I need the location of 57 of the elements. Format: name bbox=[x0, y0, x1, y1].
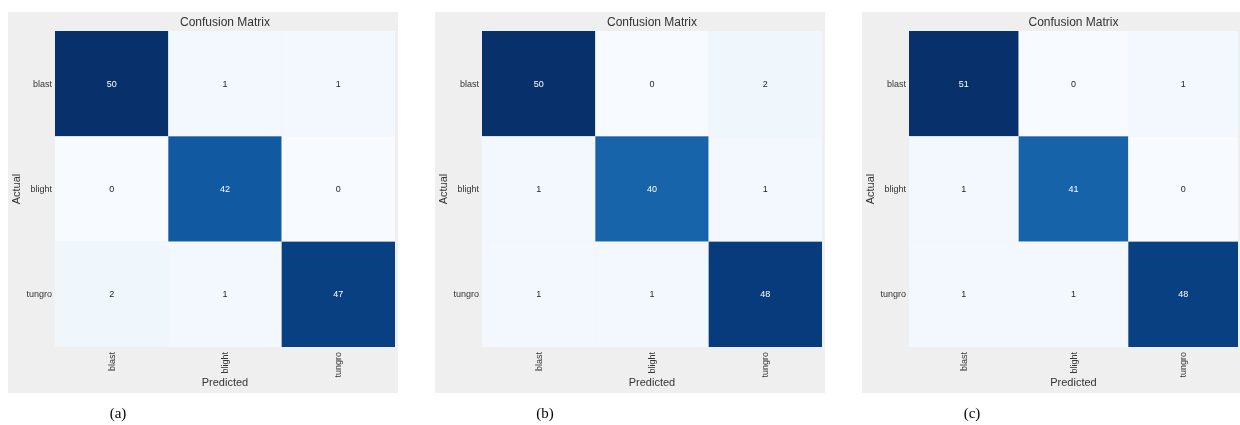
data-label: 0 bbox=[335, 184, 341, 195]
y-axis-title: Actual bbox=[10, 173, 22, 205]
data-label: 1 bbox=[536, 289, 542, 300]
x-tick-label: tungro bbox=[333, 352, 344, 378]
text: (b) bbox=[536, 405, 554, 422]
y-tick-label: blight bbox=[457, 184, 480, 195]
chart-title: Confusion Matrix bbox=[606, 15, 698, 29]
x-axis-title: Predicted bbox=[628, 376, 676, 388]
data-label: 0 bbox=[109, 184, 115, 195]
y-tick-label: blast bbox=[886, 78, 907, 89]
x-tick-label: blight bbox=[220, 351, 231, 374]
data-label: 48 bbox=[1178, 289, 1189, 300]
data-label: 1 bbox=[222, 78, 228, 89]
data-label: 1 bbox=[762, 184, 768, 195]
data-label: 1 bbox=[222, 289, 228, 300]
x-tick-label: blight bbox=[647, 351, 658, 374]
data-label: 50 bbox=[106, 78, 117, 89]
data-label: 2 bbox=[109, 289, 115, 300]
y-tick-label: blast bbox=[459, 78, 480, 89]
y-tick-label: tungro bbox=[880, 289, 906, 300]
data-label: 42 bbox=[219, 184, 231, 195]
data-label: 40 bbox=[646, 184, 658, 195]
data-label: 1 bbox=[649, 289, 655, 300]
data-label: 1 bbox=[536, 184, 542, 195]
data-label: 41 bbox=[1068, 184, 1079, 195]
data-label: 2 bbox=[762, 78, 768, 89]
x-tick-label: tungro bbox=[1178, 352, 1189, 378]
text: (a) bbox=[109, 405, 127, 422]
data-label: 48 bbox=[760, 289, 771, 300]
data-label: 0 bbox=[1070, 78, 1077, 89]
data-label: 1 bbox=[961, 184, 967, 195]
data-label: 50 bbox=[533, 78, 544, 89]
y-tick-label: tungro bbox=[26, 289, 52, 300]
data-label: 47 bbox=[333, 289, 344, 300]
data-label: 1 bbox=[961, 289, 967, 300]
x-tick-label: blight bbox=[1068, 351, 1079, 374]
x-tick-label: blast bbox=[533, 351, 544, 372]
data-label: 1 bbox=[335, 78, 341, 89]
y-axis-title: Actual bbox=[437, 173, 449, 205]
data-label: 1 bbox=[1070, 289, 1077, 300]
x-tick-label: tungro bbox=[760, 352, 771, 378]
x-tick-label: blast bbox=[106, 351, 117, 372]
chart-title: Confusion Matrix bbox=[179, 15, 271, 29]
chart-title: Confusion Matrix bbox=[1028, 15, 1119, 29]
y-axis-title: Actual bbox=[864, 173, 876, 205]
y-tick-label: blight bbox=[884, 184, 907, 195]
y-tick-label: blast bbox=[32, 78, 53, 89]
y-tick-label: blight bbox=[30, 184, 53, 195]
data-label: 1 bbox=[1180, 78, 1186, 89]
data-label: 0 bbox=[649, 78, 655, 89]
data-label: 51 bbox=[958, 78, 969, 89]
data-label: 0 bbox=[1180, 184, 1186, 195]
x-axis-title: Predicted bbox=[201, 376, 249, 388]
y-tick-label: tungro bbox=[453, 289, 479, 300]
text: (c) bbox=[963, 405, 981, 422]
x-axis-title: Predicted bbox=[1050, 376, 1097, 388]
x-tick-label: blast bbox=[958, 351, 969, 372]
